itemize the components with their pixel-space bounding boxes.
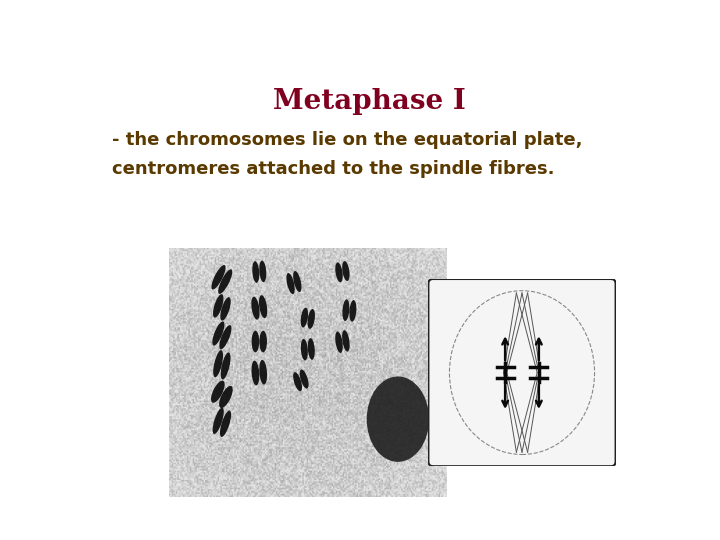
Ellipse shape — [220, 410, 231, 437]
Ellipse shape — [293, 271, 302, 292]
Ellipse shape — [252, 261, 259, 283]
Ellipse shape — [212, 321, 225, 346]
Ellipse shape — [213, 350, 223, 377]
Text: Metaphase I: Metaphase I — [273, 87, 465, 114]
Ellipse shape — [221, 353, 230, 380]
Ellipse shape — [307, 338, 315, 360]
Ellipse shape — [300, 369, 309, 389]
FancyBboxPatch shape — [428, 279, 616, 466]
Ellipse shape — [219, 386, 233, 408]
Ellipse shape — [259, 330, 267, 353]
Ellipse shape — [366, 376, 429, 462]
Ellipse shape — [307, 309, 315, 329]
Ellipse shape — [349, 300, 356, 322]
Ellipse shape — [342, 330, 350, 352]
Ellipse shape — [301, 339, 308, 361]
Ellipse shape — [336, 262, 343, 282]
Ellipse shape — [220, 325, 231, 349]
Ellipse shape — [251, 361, 259, 386]
Ellipse shape — [212, 408, 224, 434]
Ellipse shape — [287, 273, 294, 294]
Text: - the chromosomes lie on the equatorial plate,: - the chromosomes lie on the equatorial … — [112, 131, 582, 150]
Ellipse shape — [212, 265, 225, 289]
Ellipse shape — [211, 381, 225, 403]
Ellipse shape — [259, 295, 267, 318]
Ellipse shape — [218, 269, 233, 294]
Ellipse shape — [259, 260, 266, 282]
Ellipse shape — [220, 297, 230, 321]
Ellipse shape — [251, 330, 259, 353]
Ellipse shape — [293, 372, 302, 391]
Ellipse shape — [213, 294, 223, 318]
Ellipse shape — [251, 296, 260, 320]
Text: centromeres attached to the spindle fibres.: centromeres attached to the spindle fibr… — [112, 160, 555, 178]
Ellipse shape — [343, 299, 349, 321]
Ellipse shape — [259, 360, 267, 384]
Ellipse shape — [301, 308, 308, 328]
Ellipse shape — [336, 332, 343, 353]
Ellipse shape — [342, 261, 350, 281]
